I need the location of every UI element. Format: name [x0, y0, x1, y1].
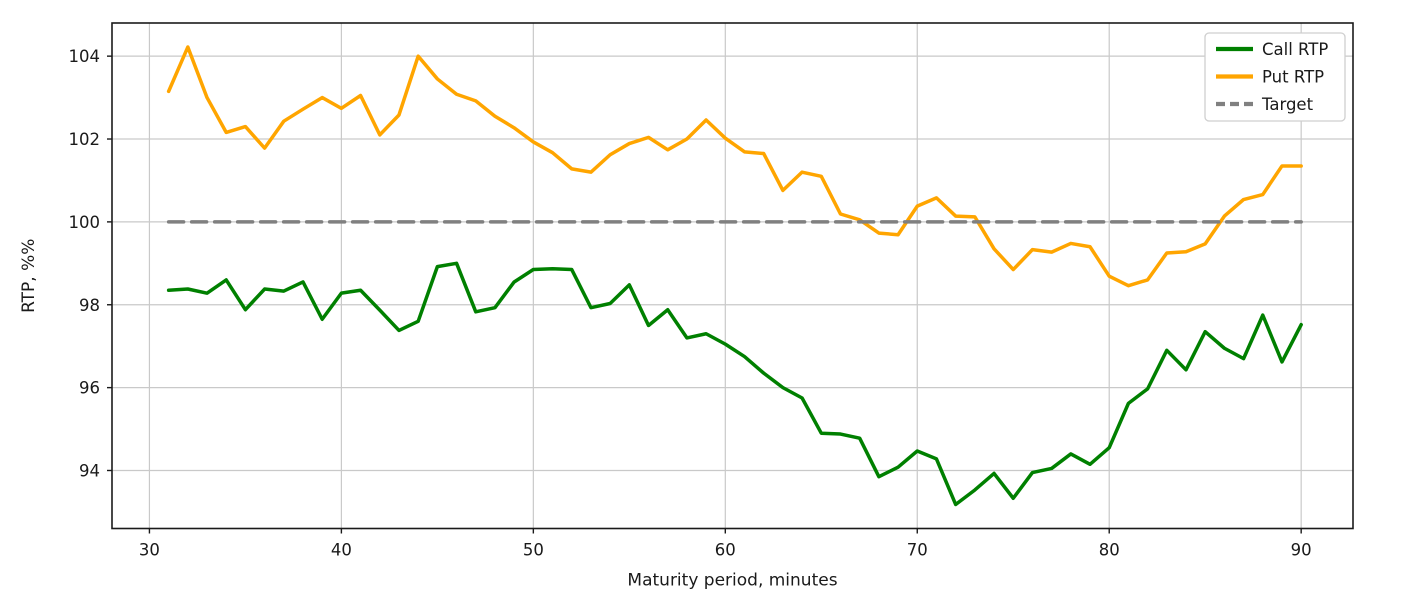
- x-tick-label: 90: [1291, 541, 1312, 560]
- plot-border: [111, 22, 1354, 530]
- x-tick-label: 30: [139, 541, 160, 560]
- legend: Call RTP Put RTP Target: [1204, 32, 1346, 122]
- y-axis-label: RTP, %%: [19, 239, 39, 313]
- legend-label-put-rtp: Put RTP: [1262, 68, 1324, 87]
- x-tick-label: 70: [907, 541, 928, 560]
- put-rtp-line: [166, 45, 1303, 288]
- x-tick-label: 60: [715, 541, 736, 560]
- y-tick-label: 100: [69, 213, 101, 232]
- axis-ticks: 30 40 50 60 70 80 90 94 96 98 100 102 104: [69, 47, 1312, 559]
- x-axis-label: Maturity period, minutes: [627, 571, 837, 591]
- y-tick-label: 104: [69, 47, 101, 66]
- legend-box: [1204, 32, 1346, 122]
- legend-label-call-rtp: Call RTP: [1262, 40, 1328, 59]
- gridlines: [112, 23, 1353, 529]
- x-tick-label: 80: [1099, 541, 1120, 560]
- legend-label-target: Target: [1261, 95, 1314, 114]
- y-tick-label: 96: [79, 379, 100, 398]
- x-tick-label: 50: [523, 541, 544, 560]
- y-tick-label: 102: [69, 130, 101, 149]
- x-tick-label: 40: [331, 541, 352, 560]
- call-rtp-line: [166, 261, 1303, 507]
- y-tick-label: 94: [79, 461, 100, 480]
- data-series: [166, 45, 1303, 507]
- y-tick-label: 98: [79, 296, 100, 315]
